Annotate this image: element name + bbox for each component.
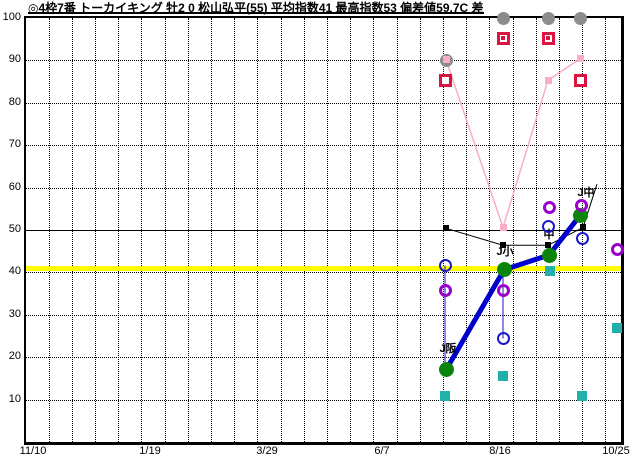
marker-green-circle: [438, 362, 454, 378]
marker-gray-circle: [573, 11, 587, 25]
y-tick-label: 60: [8, 180, 21, 193]
marker-green-circle: [572, 208, 588, 224]
horizontal-gridline: [26, 102, 621, 104]
venue-label: J中: [577, 186, 595, 199]
x-tick-label: 10/25: [602, 445, 630, 457]
x-tick-label: 8/16: [489, 445, 511, 457]
marker-purple-ring: [438, 284, 452, 298]
x-tick-label: 3/29: [256, 445, 278, 457]
y-tick-label: 10: [8, 392, 21, 405]
marker-purple-ring: [574, 199, 588, 213]
marker-green-circle: [541, 247, 557, 263]
marker-blue-ring: [541, 220, 555, 234]
marker-purple-ring: [542, 201, 556, 215]
reference-line-50: [26, 230, 621, 231]
horizontal-gridline: [26, 272, 621, 274]
horizontal-gridline: [26, 357, 621, 359]
y-tick-label: 80: [8, 95, 21, 108]
marker-gray-circle: [496, 11, 510, 25]
marker-purple-ring: [610, 242, 624, 256]
marker-blue-ring: [496, 332, 510, 346]
index-line: [443, 214, 582, 372]
x-tick-label: 11/10: [19, 445, 47, 457]
horizontal-gridline: [26, 187, 621, 189]
marker-red-square: [573, 73, 587, 87]
marker-gray-circle: [541, 11, 555, 25]
marker-green-circle: [496, 262, 512, 278]
venue-label: J阪: [439, 342, 457, 355]
marker-blue-ring: [438, 259, 452, 273]
y-tick-label: 50: [8, 223, 21, 235]
marker-pink-node: [442, 56, 450, 64]
x-tick-label: 1/19: [139, 445, 161, 457]
marker-pink-node: [544, 76, 552, 84]
marker-black-node: [500, 242, 506, 249]
reference-line-yellow: [26, 265, 621, 271]
y-tick-label: 20: [8, 350, 21, 363]
horizontal-gridline: [26, 60, 621, 62]
marker-teal-square: [577, 390, 587, 401]
horizontal-gridline: [26, 145, 621, 147]
marker-teal-square: [612, 323, 622, 334]
marker-center-dot: [546, 36, 550, 41]
y-tick-label: 70: [8, 138, 21, 151]
marker-black-node: [545, 242, 551, 249]
marker-black-node: [443, 225, 449, 232]
pink-polyline-line: [445, 58, 581, 229]
marker-red-square: [438, 73, 452, 87]
marker-pink-node: [499, 223, 507, 231]
chart-title: ◎4枠7番 トーカイキング 牡2 0 松山弘平(55) 平均指数41 最高指数5…: [28, 1, 484, 15]
plot-area: J阪 J小 中 J中: [24, 11, 624, 445]
y-tick-label: 30: [8, 307, 21, 320]
marker-center-dot: [501, 36, 505, 41]
venue-label: 中: [543, 229, 555, 242]
y-tick-label: 100: [2, 11, 21, 23]
marker-purple-ring: [496, 284, 510, 298]
series-lines-layer: [443, 58, 598, 372]
marker-red-square: [541, 31, 555, 45]
venue-label: J小: [496, 246, 514, 259]
marker-black-node: [580, 224, 586, 231]
marker-red-square: [496, 31, 510, 45]
marker-pink-node: [576, 55, 584, 63]
y-tick-label: 40: [8, 265, 21, 278]
marker-teal-square: [498, 371, 508, 382]
marker-teal-square: [440, 390, 450, 401]
horizontal-gridline: [26, 314, 621, 316]
marker-blue-ring: [575, 232, 589, 246]
x-tick-label: 6/7: [374, 445, 390, 457]
marker-teal-square: [545, 266, 555, 277]
y-tick-label: 90: [8, 53, 21, 66]
horizontal-gridline: [26, 399, 621, 401]
